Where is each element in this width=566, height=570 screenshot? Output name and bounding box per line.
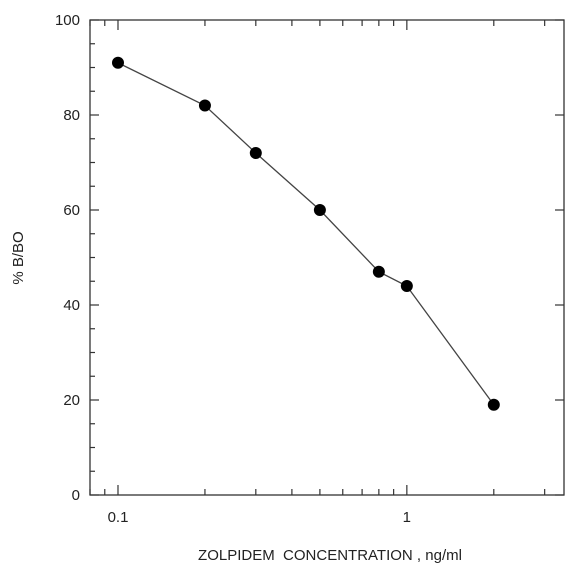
x-tick-label: 0.1: [108, 509, 129, 526]
y-tick-label: 20: [63, 392, 80, 409]
y-tick-label: 60: [63, 202, 80, 219]
x-axis-label: ZOLPIDEM CONCENTRATION , ng/ml: [198, 547, 462, 564]
data-point: [111, 56, 124, 69]
y-axis-label: % B/BO: [10, 231, 27, 284]
series-line: [117, 62, 495, 406]
data-point: [198, 99, 211, 112]
data-point: [400, 280, 413, 292]
data-point: [313, 204, 326, 216]
y-tick-label: 100: [55, 12, 80, 29]
y-tick-label: 80: [63, 107, 80, 124]
y-axis: 0 20 40 60 80 100: [55, 12, 564, 504]
plot-frame: [89, 19, 565, 496]
data-point: [487, 398, 500, 411]
x-axis: 0.1 1: [89, 20, 546, 526]
series-group: [111, 56, 500, 411]
data-point: [249, 147, 262, 159]
y-tick-label: 40: [63, 297, 80, 314]
y-tick-label: 0: [72, 487, 80, 504]
x-tick-label: 1: [403, 509, 411, 526]
data-point: [372, 265, 385, 278]
